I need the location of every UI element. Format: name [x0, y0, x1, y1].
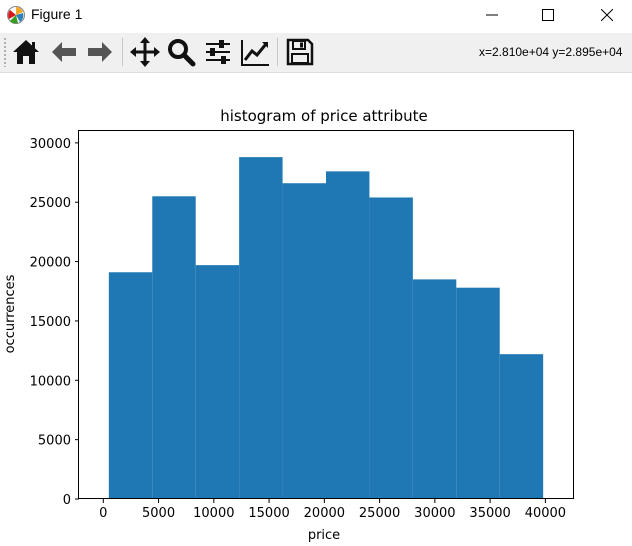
floppy-icon: [286, 38, 314, 66]
pan-button[interactable]: [129, 36, 161, 68]
forward-button[interactable]: [84, 36, 116, 68]
x-tick-label: 20000: [304, 506, 345, 521]
matplotlib-app-icon: [7, 6, 25, 24]
histogram-bar: [456, 287, 500, 499]
navigation-toolbar: [0, 33, 632, 73]
y-tick-label: 20000: [30, 256, 71, 271]
bars-group: [108, 157, 544, 499]
minimize-icon: [486, 14, 498, 16]
x-ticks: 0 5000 10000 15000 20000 25000 30000 35000 40000: [99, 499, 566, 521]
back-button[interactable]: [48, 36, 80, 68]
x-tick-label: 15000: [248, 506, 289, 521]
subplots-button[interactable]: [202, 36, 234, 68]
axes-frame: [78, 130, 574, 499]
histogram-bar: [282, 183, 326, 499]
magnifier-icon: [168, 39, 196, 67]
y-ticks: 0 5000 10000 15000 20000 25000 30000: [30, 137, 79, 508]
sliders-icon: [206, 40, 230, 64]
y-tick-label: 0: [63, 493, 71, 508]
maximize-button[interactable]: [525, 0, 571, 30]
close-icon: [601, 9, 613, 21]
minimize-button[interactable]: [469, 0, 515, 30]
line-chart-icon: [241, 40, 269, 66]
move-icon: [130, 37, 160, 67]
x-tick-label: 10000: [193, 506, 234, 521]
zoom-button[interactable]: [165, 36, 197, 68]
y-axis-label: occurrences: [3, 274, 18, 353]
x-tick-label: 30000: [414, 506, 455, 521]
chart-title: histogram of price attribute: [220, 107, 428, 125]
arrow-right-icon: [88, 42, 112, 62]
y-tick-label: 25000: [30, 196, 71, 211]
histogram-chart: histogram of price attribute 0 5000 10000 1…: [3, 107, 574, 543]
arrow-left-icon: [52, 42, 76, 62]
x-tick-label: 5000: [142, 506, 175, 521]
histogram-bar: [499, 354, 544, 499]
y-tick-label: 10000: [30, 374, 71, 389]
histogram-bar: [195, 265, 240, 499]
x-axis-label: price: [308, 528, 340, 543]
histogram-bar: [152, 196, 196, 499]
y-tick-label: 15000: [30, 315, 71, 330]
home-icon: [13, 40, 39, 64]
toolbar-grip[interactable]: [3, 37, 7, 67]
maximize-icon: [542, 9, 554, 21]
y-tick-label: 5000: [38, 434, 71, 449]
histogram-bar: [239, 157, 283, 499]
x-tick-label: 40000: [525, 506, 566, 521]
toolbar-separator: [122, 38, 123, 66]
x-tick-label: 25000: [359, 506, 400, 521]
edit-axes-button[interactable]: [239, 36, 271, 68]
home-button[interactable]: [10, 36, 42, 68]
x-tick-label: 0: [99, 506, 107, 521]
histogram-bar: [108, 272, 153, 499]
window-titlebar: Figure 1: [0, 0, 632, 30]
histogram-bar: [369, 197, 413, 499]
x-tick-label: 35000: [469, 506, 510, 521]
cursor-coordinates: x=2.810e+04 y=2.895e+04: [479, 45, 623, 59]
close-button[interactable]: [584, 0, 630, 30]
toolbar-separator: [277, 38, 278, 66]
histogram-bar: [326, 171, 370, 499]
y-tick-label: 30000: [30, 137, 71, 152]
window-title: Figure 1: [31, 6, 83, 22]
save-button[interactable]: [284, 36, 316, 68]
histogram-bar: [412, 279, 457, 499]
